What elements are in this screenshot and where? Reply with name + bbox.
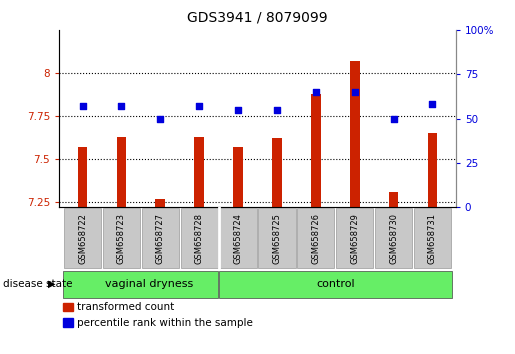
Text: GSM658723: GSM658723 (117, 212, 126, 264)
Point (117, 103, 126, 109)
Text: control: control (316, 279, 354, 289)
Text: GSM658722: GSM658722 (78, 213, 87, 263)
FancyBboxPatch shape (336, 208, 373, 268)
Text: GSM658731: GSM658731 (428, 212, 437, 264)
Bar (272, 138, 282, 207)
Text: transformed count: transformed count (77, 302, 174, 312)
Text: GSM658728: GSM658728 (195, 212, 204, 264)
FancyBboxPatch shape (181, 208, 218, 268)
Text: GSM658724: GSM658724 (234, 213, 243, 263)
Point (195, 103, 203, 109)
Text: GSM658730: GSM658730 (389, 212, 398, 264)
Text: GSM658725: GSM658725 (272, 213, 281, 263)
Text: vaginal dryness: vaginal dryness (105, 279, 193, 289)
Bar (116, 137, 126, 207)
FancyBboxPatch shape (414, 208, 451, 268)
Bar (63, 303, 73, 311)
Point (351, 89, 359, 95)
Bar (156, 199, 165, 207)
Text: GSM658727: GSM658727 (156, 212, 165, 264)
Point (389, 116, 398, 121)
FancyBboxPatch shape (142, 208, 179, 268)
Point (312, 89, 320, 95)
Bar (350, 61, 359, 207)
FancyBboxPatch shape (64, 208, 101, 268)
Text: GSM658729: GSM658729 (350, 213, 359, 263)
Text: ▶: ▶ (48, 279, 56, 289)
Point (234, 107, 242, 113)
FancyBboxPatch shape (297, 208, 334, 268)
FancyBboxPatch shape (219, 270, 452, 298)
FancyBboxPatch shape (375, 208, 412, 268)
FancyBboxPatch shape (63, 270, 218, 298)
FancyBboxPatch shape (103, 208, 140, 268)
FancyBboxPatch shape (219, 208, 256, 268)
Bar (78, 147, 88, 207)
Text: disease state: disease state (3, 279, 72, 289)
Bar (194, 137, 204, 207)
Point (428, 102, 437, 107)
Point (78, 103, 87, 109)
Point (156, 116, 164, 121)
Bar (233, 147, 243, 207)
Point (273, 107, 281, 113)
Text: percentile rank within the sample: percentile rank within the sample (77, 318, 253, 327)
Bar (63, 318, 73, 327)
Bar (311, 94, 321, 207)
Text: GSM658726: GSM658726 (311, 212, 320, 264)
Bar (389, 193, 399, 207)
Bar (427, 133, 437, 207)
Text: GDS3941 / 8079099: GDS3941 / 8079099 (187, 11, 328, 25)
FancyBboxPatch shape (259, 208, 296, 268)
